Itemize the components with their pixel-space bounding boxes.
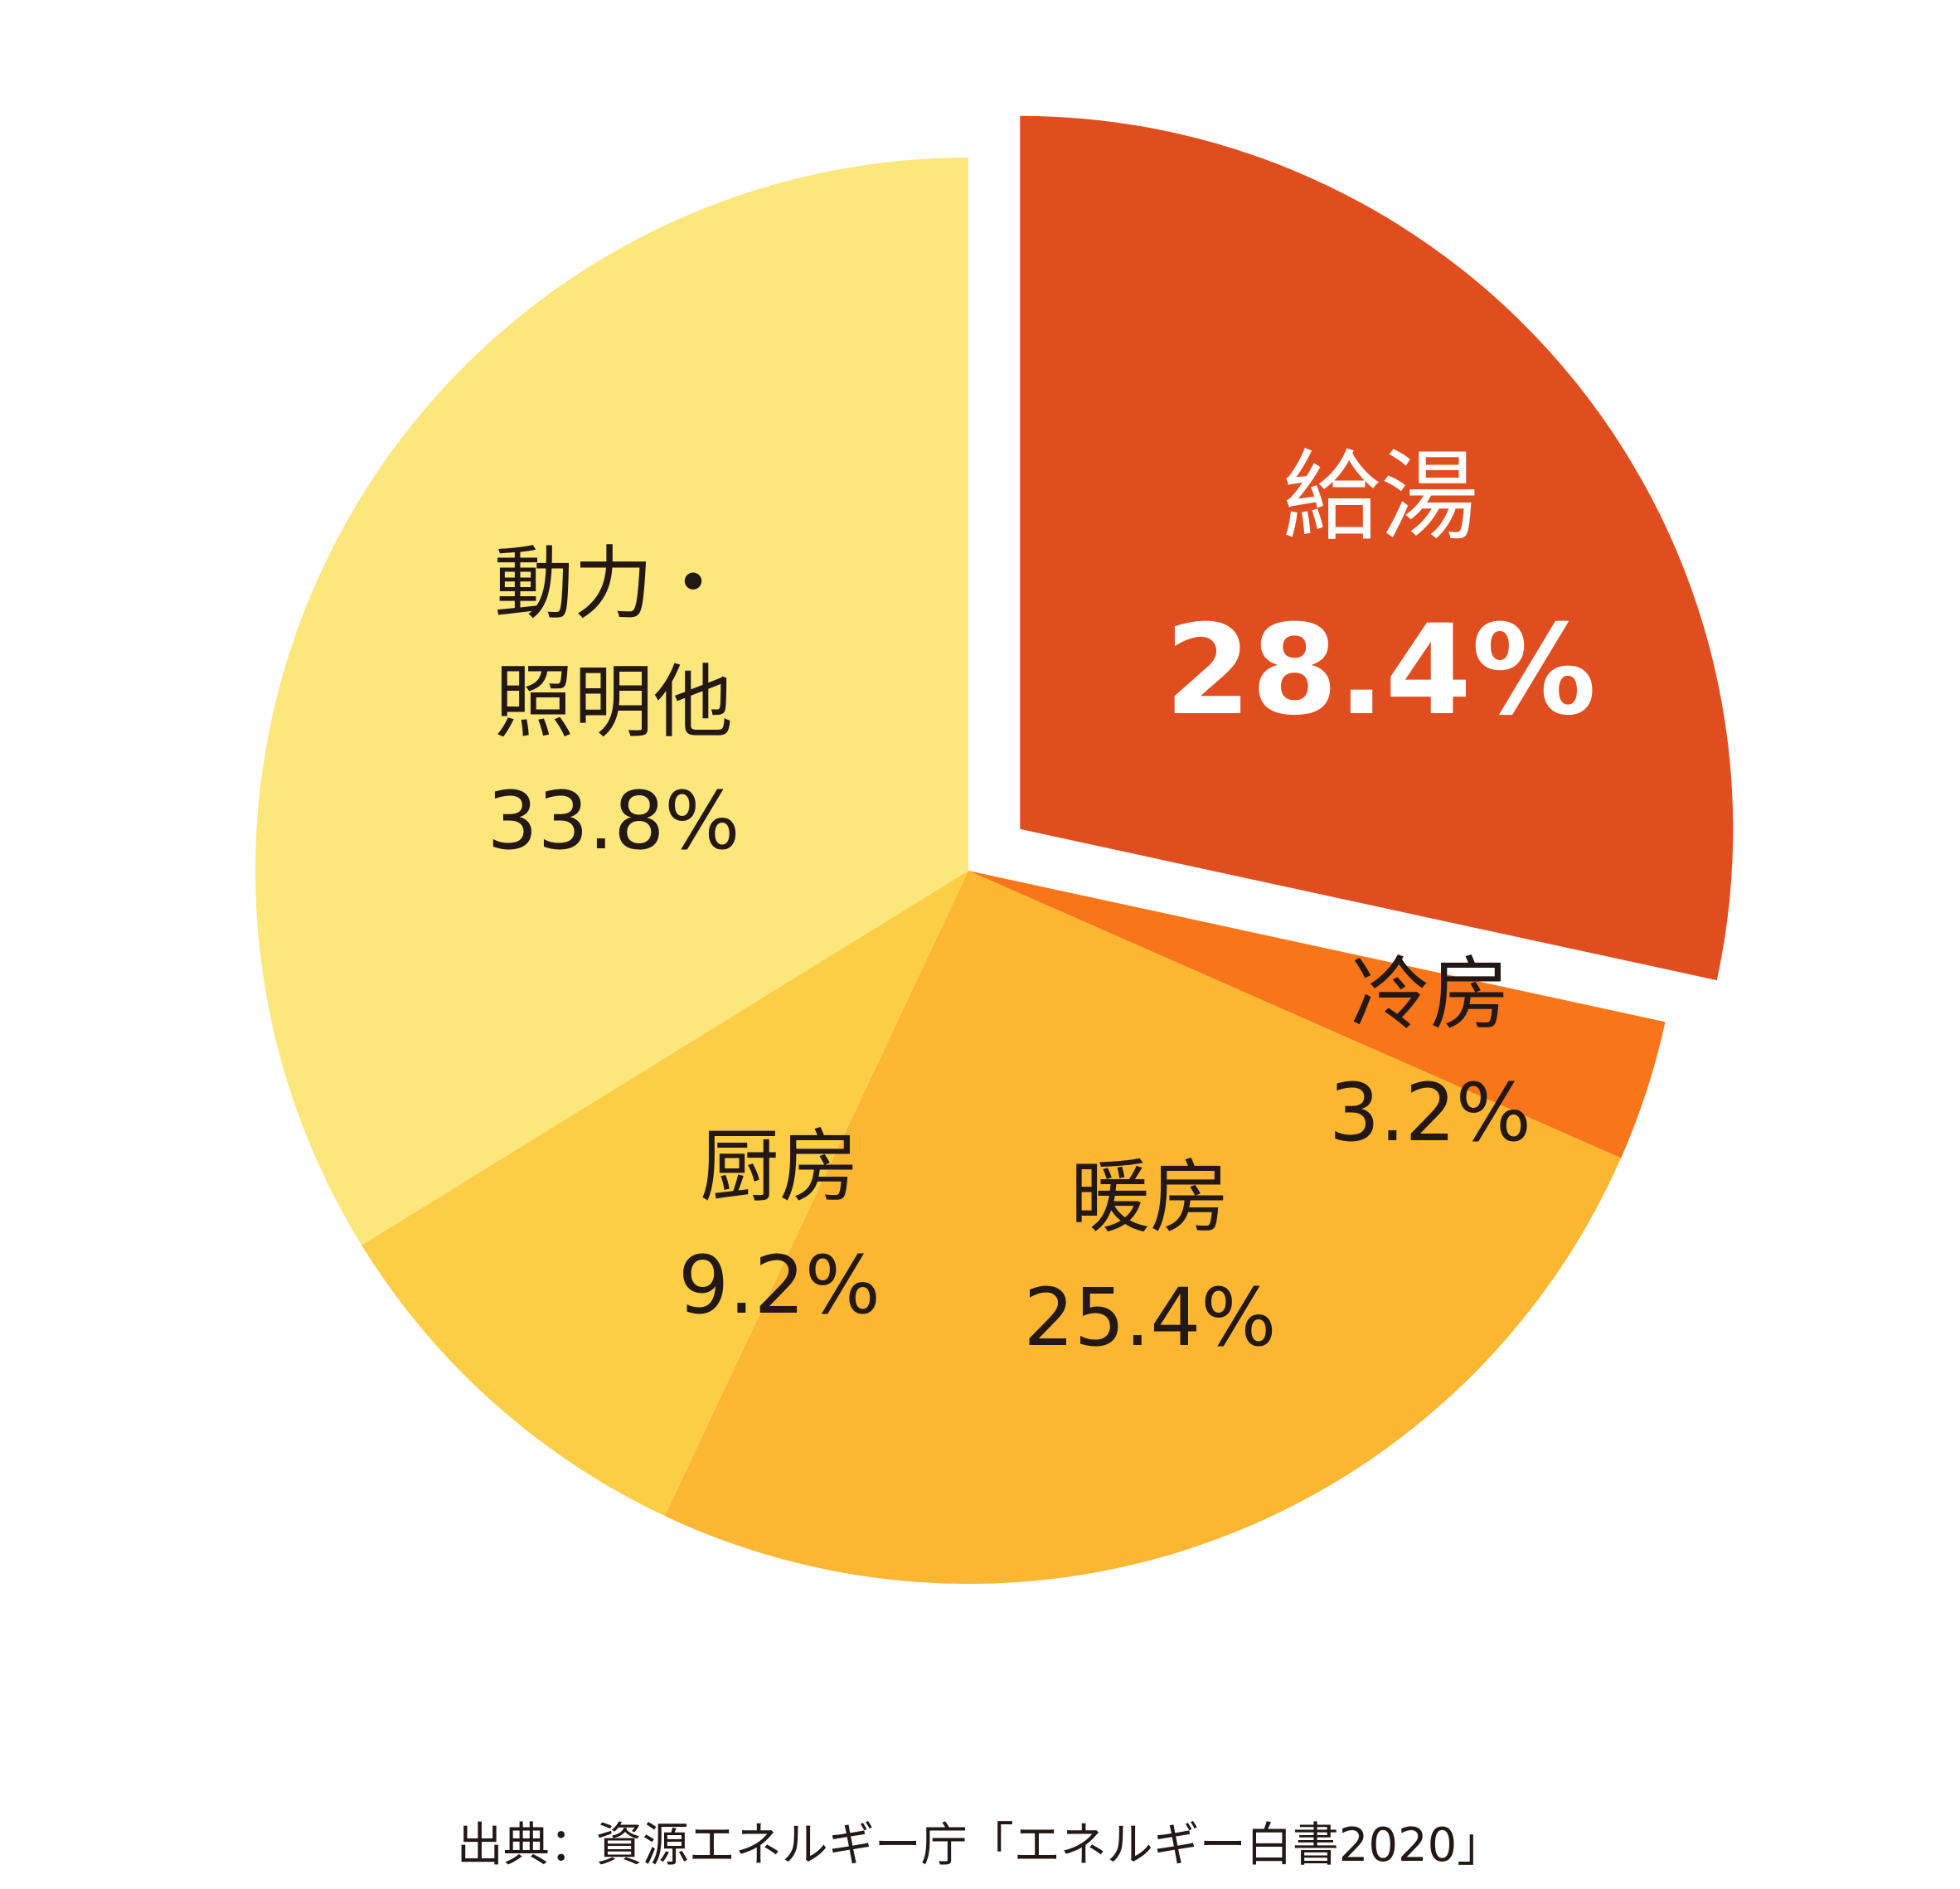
pie-slice-kitchen <box>361 871 968 1517</box>
label-kitchen-value: 9.2% <box>678 1239 881 1332</box>
label-power-line1: 動力・ <box>494 537 733 630</box>
label-kitchen-name: 厨房 <box>700 1120 859 1213</box>
pie-slices <box>255 115 1734 1584</box>
source-note: 出典：資源エネルギー庁「エネルギー白書2020」 <box>456 1819 1504 1872</box>
pie-slice-hot-water <box>1020 115 1734 981</box>
pie-slice-heating <box>664 871 1622 1584</box>
label-heating-name: 暖房 <box>1070 1151 1230 1244</box>
label-cooling-name: 冷房 <box>1351 948 1510 1041</box>
label-power-value: 33.8% <box>488 775 740 867</box>
label-hot-water-value: 28.4% <box>1165 599 1596 743</box>
pie-slice-cooling <box>968 871 1666 1158</box>
pie-slice-power-lighting <box>255 158 968 1246</box>
slice-labels: 給湯 28.4% 冷房 3.2% 暖房 25.4% 厨房 9.2% 動力・ 照明… <box>488 439 1597 1364</box>
label-heating-value: 25.4% <box>1024 1271 1277 1364</box>
label-power-line2: 照明他 <box>494 656 733 749</box>
label-cooling-value: 3.2% <box>1329 1066 1531 1159</box>
label-hot-water-name: 給湯 <box>1283 439 1478 554</box>
